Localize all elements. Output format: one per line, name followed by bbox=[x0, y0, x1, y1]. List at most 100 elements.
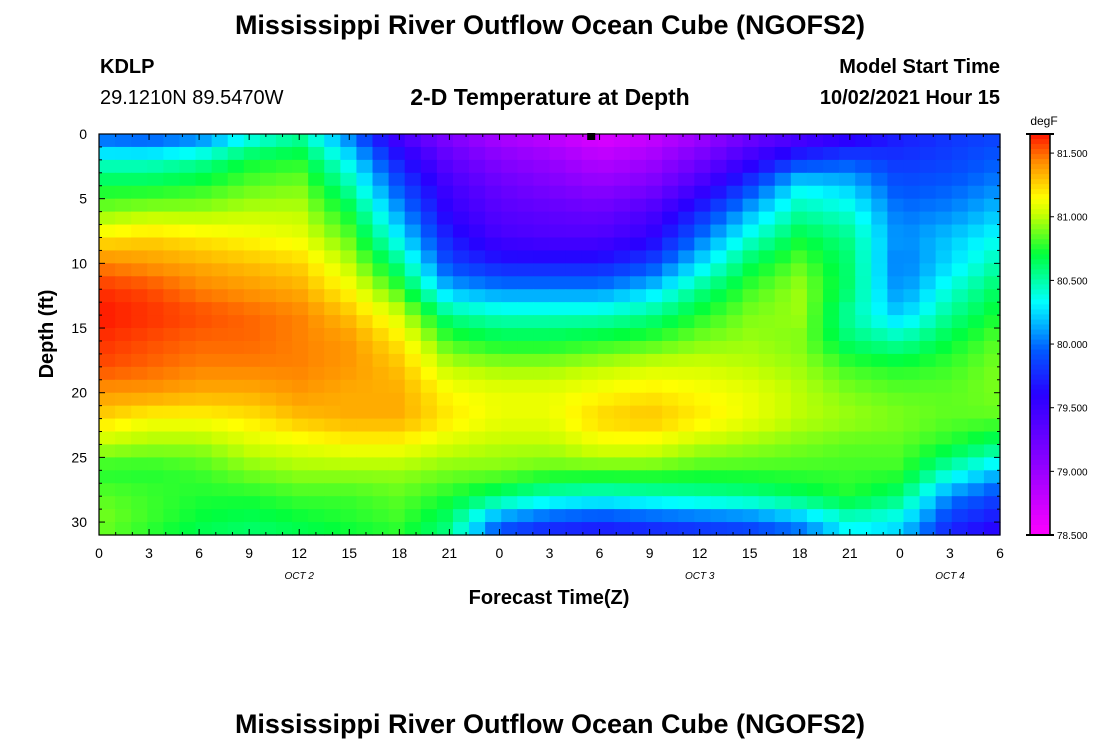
heatmap-cell bbox=[839, 250, 856, 264]
heatmap-cell bbox=[179, 211, 197, 226]
heatmap-cell bbox=[629, 237, 647, 252]
heatmap-cell bbox=[324, 159, 341, 174]
heatmap-cell bbox=[839, 315, 856, 329]
heatmap-cell bbox=[823, 315, 840, 329]
heatmap-cell bbox=[967, 315, 985, 329]
heatmap-cell bbox=[533, 172, 551, 187]
heatmap-cell bbox=[211, 276, 229, 290]
heatmap-cell bbox=[404, 250, 422, 264]
heatmap-cell bbox=[372, 134, 390, 148]
heatmap-cell bbox=[99, 185, 116, 200]
heatmap-cell bbox=[211, 315, 229, 329]
heatmap-cell bbox=[308, 250, 325, 264]
heatmap-cell bbox=[211, 185, 229, 200]
heatmap-cell bbox=[211, 418, 229, 433]
heatmap-cell bbox=[99, 289, 116, 303]
heatmap-cell bbox=[501, 211, 518, 226]
heatmap-cell bbox=[259, 470, 277, 484]
heatmap-cell bbox=[629, 496, 647, 510]
colorbar-tick-label: 81.000 bbox=[1057, 213, 1088, 224]
heatmap-cell bbox=[436, 134, 454, 148]
heatmap-cell bbox=[163, 302, 181, 316]
heatmap-cell bbox=[806, 353, 824, 368]
heatmap-cell bbox=[404, 198, 422, 213]
heatmap-cell bbox=[629, 444, 647, 458]
heatmap-cell bbox=[629, 134, 647, 148]
heatmap-cell bbox=[806, 276, 824, 290]
heatmap-cell bbox=[710, 211, 728, 226]
heatmap-cell bbox=[919, 431, 937, 446]
heatmap-cell bbox=[806, 315, 824, 329]
heatmap-cell bbox=[565, 185, 583, 200]
heatmap-cell bbox=[275, 276, 293, 290]
heatmap-cell bbox=[951, 457, 969, 471]
heatmap-cell bbox=[452, 289, 470, 303]
heatmap-cell bbox=[613, 198, 631, 213]
heatmap-cell bbox=[259, 302, 277, 316]
heatmap-cell bbox=[613, 185, 631, 200]
heatmap-cell bbox=[195, 185, 213, 200]
heatmap-cell bbox=[324, 328, 341, 342]
heatmap-cell bbox=[694, 302, 711, 316]
heatmap-cell bbox=[259, 405, 277, 420]
heatmap-cell bbox=[115, 431, 132, 446]
heatmap-cell bbox=[420, 159, 438, 174]
heatmap-cell bbox=[662, 289, 679, 303]
heatmap-cell bbox=[485, 379, 502, 394]
heatmap-cell bbox=[694, 496, 711, 510]
heatmap-cell bbox=[903, 185, 921, 200]
heatmap-cell bbox=[340, 522, 358, 536]
heatmap-cell bbox=[259, 159, 277, 174]
heatmap-cell bbox=[565, 392, 583, 407]
heatmap-cell bbox=[227, 431, 245, 446]
heatmap-cell bbox=[420, 509, 438, 523]
model-start-label: Model Start Time bbox=[839, 56, 1000, 78]
heatmap-cell bbox=[324, 496, 341, 510]
heatmap-cell bbox=[758, 353, 776, 368]
heatmap-cell bbox=[758, 276, 776, 290]
colorbar-segment bbox=[1030, 174, 1050, 180]
heatmap-cell bbox=[179, 470, 197, 484]
heatmap-cell bbox=[227, 405, 245, 420]
heatmap-cell bbox=[935, 276, 953, 290]
heatmap-cell bbox=[163, 159, 181, 174]
heatmap-cell bbox=[147, 392, 164, 407]
heatmap-cell bbox=[292, 496, 309, 510]
heatmap-cell bbox=[983, 379, 1001, 394]
colorbar-segment bbox=[1030, 249, 1050, 255]
heatmap-cell bbox=[147, 159, 164, 174]
heatmap-cell bbox=[581, 457, 599, 471]
heatmap-cell bbox=[887, 366, 905, 381]
heatmap-cell bbox=[726, 198, 744, 213]
heatmap-cell bbox=[823, 353, 840, 368]
heatmap-cell bbox=[549, 185, 567, 200]
heatmap-cell bbox=[115, 457, 132, 471]
heatmap-cell bbox=[951, 431, 969, 446]
heatmap-cell bbox=[871, 146, 888, 161]
heatmap-cell bbox=[742, 159, 760, 174]
heatmap-cell bbox=[501, 353, 518, 368]
heatmap-cell bbox=[903, 366, 921, 381]
colorbar-segment bbox=[1030, 339, 1050, 346]
heatmap-cell bbox=[855, 509, 872, 523]
heatmap-cell bbox=[678, 392, 695, 407]
heatmap-cell bbox=[292, 263, 309, 277]
colorbar-segment bbox=[1030, 189, 1050, 195]
heatmap-cell bbox=[404, 146, 422, 161]
heatmap-cell bbox=[275, 522, 293, 536]
heatmap-cell bbox=[340, 198, 358, 213]
heatmap-cell bbox=[951, 211, 969, 226]
heatmap-cell bbox=[983, 431, 1001, 446]
heatmap-cell bbox=[147, 302, 164, 316]
heatmap-cell bbox=[951, 353, 969, 368]
heatmap-cell bbox=[597, 315, 615, 329]
heatmap-cell bbox=[227, 522, 245, 536]
heatmap-cell bbox=[646, 392, 663, 407]
heatmap-cell bbox=[710, 146, 728, 161]
heatmap-cell bbox=[678, 483, 695, 497]
heatmap-cell bbox=[887, 211, 905, 226]
heatmap-cell bbox=[275, 470, 293, 484]
heatmap-cell bbox=[742, 276, 760, 290]
heatmap-cell bbox=[163, 431, 181, 446]
heatmap-cell bbox=[742, 522, 760, 536]
